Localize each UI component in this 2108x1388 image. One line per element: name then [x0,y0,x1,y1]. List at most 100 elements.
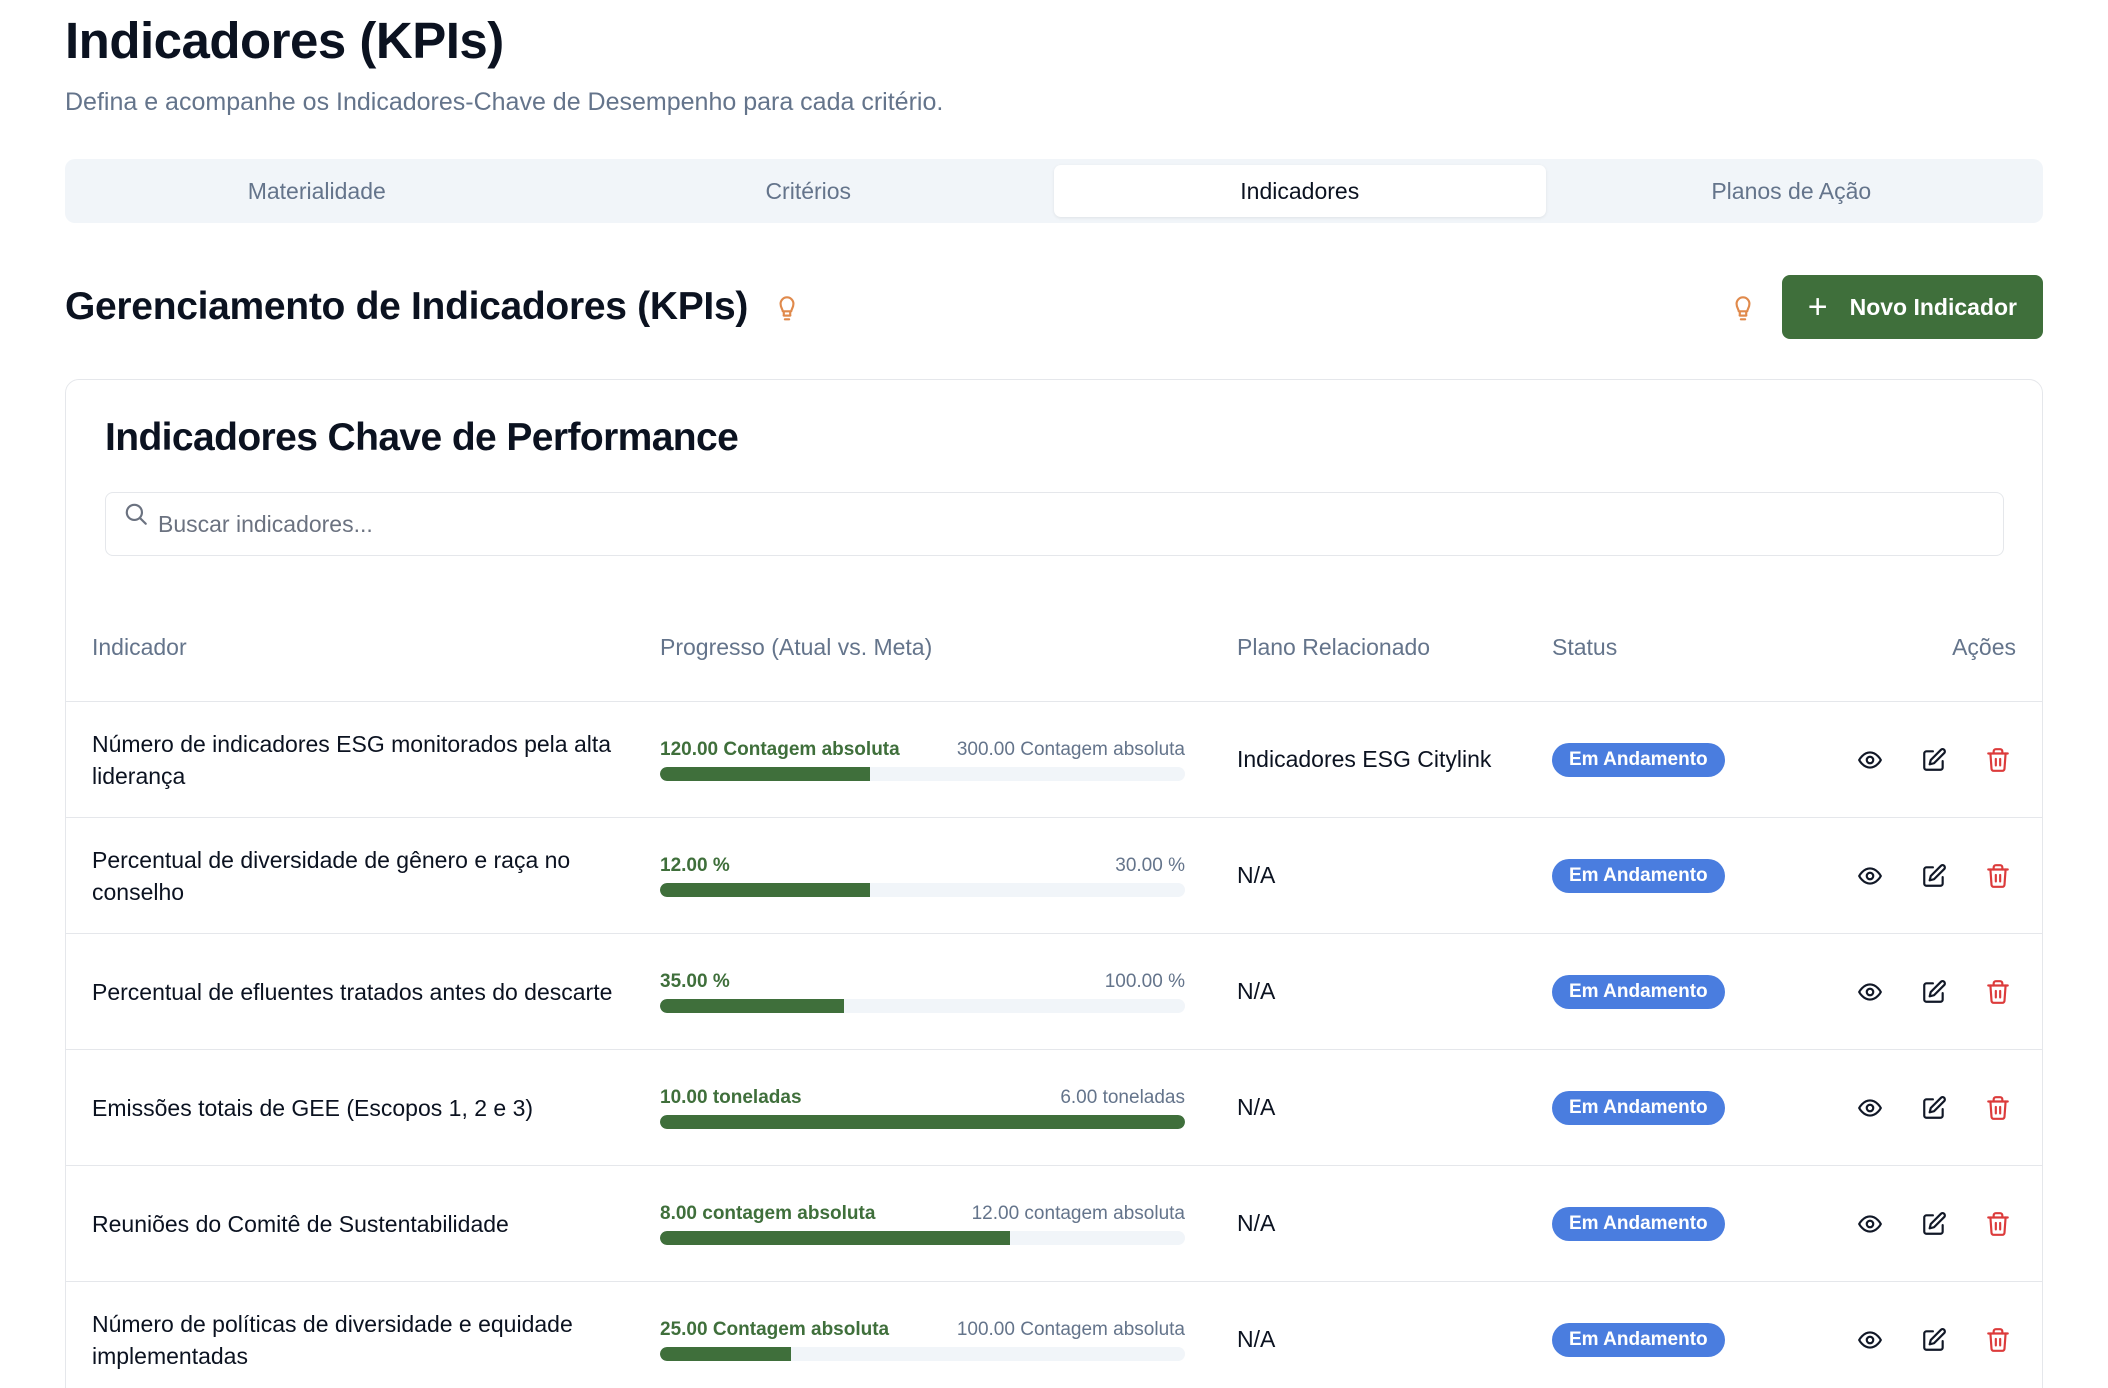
tab-materialidade[interactable]: Materialidade [247,177,386,204]
trash-icon[interactable] [1985,1211,2011,1237]
column-header-status[interactable]: Status [1552,634,1618,661]
progress-goal: 6.00 toneladas [1060,1086,1185,1108]
indicator-cell: Percentual de efluentes tratados antes d… [66,976,660,1008]
row-actions [1857,1327,2016,1353]
indicator-name[interactable]: Número de indicadores ESG monitorados pe… [92,730,612,789]
column-header-indicator[interactable]: Indicador [92,634,187,661]
progress-bar [660,882,1185,897]
progress-goal: 12.00 contagem absoluta [971,1202,1185,1224]
edit-icon[interactable] [1921,1095,1947,1121]
related-plan: N/A [1237,1094,1276,1121]
row-actions [1857,1211,2016,1237]
progress-bar-fill [660,1230,1011,1245]
plan-cell: N/A [1237,862,1552,889]
status-cell: Em Andamento [1552,1322,1772,1357]
trash-icon[interactable] [1985,747,2011,773]
progress-labels: 120.00 Contagem absoluta 300.00 Contagem… [660,739,1185,761]
trash-icon[interactable] [1985,979,2011,1005]
eye-icon[interactable] [1857,747,1883,773]
eye-icon[interactable] [1857,863,1883,889]
table-header: Indicador Progresso (Atual vs. Meta) Pla… [66,586,2042,703]
progress-cell: 12.00 % 30.00 % [660,855,1237,897]
related-plan: N/A [1237,978,1276,1005]
indicator-name[interactable]: Emissões totais de GEE (Escopos 1, 2 e 3… [92,1094,534,1121]
edit-icon[interactable] [1921,747,1947,773]
eye-icon[interactable] [1857,1095,1883,1121]
tab-criterios[interactable]: Critérios [765,177,852,204]
progress-bar-fill [660,1114,1185,1129]
progress-bar [660,998,1185,1013]
indicator-name[interactable]: Percentual de efluentes tratados antes d… [92,978,613,1005]
new-indicator-button[interactable]: + Novo Indicador [1781,275,2043,340]
table-row: Número de indicadores ESG monitorados pe… [66,702,2042,819]
progress-labels: 12.00 % 30.00 % [660,855,1185,877]
search-box [105,492,2004,557]
search-input[interactable] [106,493,2003,556]
column-header-progress[interactable]: Progresso (Atual vs. Meta) [660,634,933,661]
trash-icon[interactable] [1985,1095,2011,1121]
trash-icon[interactable] [1985,863,2011,889]
status-badge: Em Andamento [1552,858,1725,893]
row-actions [1857,979,2016,1005]
progress-current: 10.00 toneladas [660,1086,802,1108]
progress-current: 35.00 % [660,970,730,992]
progress-bar [660,766,1185,781]
column-header-plan[interactable]: Plano Relacionado [1237,634,1431,661]
indicator-name[interactable]: Reuniões do Comitê de Sustentabilidade [92,1210,509,1237]
lightbulb-icon[interactable] [1730,292,1756,322]
status-cell: Em Andamento [1552,858,1772,893]
eye-icon[interactable] [1857,979,1883,1005]
eye-icon[interactable] [1857,1211,1883,1237]
table-row: Percentual de efluentes tratados antes d… [66,934,2042,1051]
related-plan: N/A [1237,1326,1276,1353]
indicator-name[interactable]: Número de políticas de diversidade e equ… [92,1310,573,1369]
progress-cell: 35.00 % 100.00 % [660,971,1237,1013]
progress-labels: 10.00 toneladas 6.00 toneladas [660,1087,1185,1109]
related-plan: N/A [1237,862,1276,889]
edit-icon[interactable] [1921,979,1947,1005]
indicator-cell: Número de indicadores ESG monitorados pe… [66,728,660,792]
edit-icon[interactable] [1921,1327,1947,1353]
table-row: Reuniões do Comitê de Sustentabilidade 8… [66,1166,2042,1283]
progress-bar-fill [660,998,844,1013]
lightbulb-icon[interactable] [774,292,800,322]
plan-cell: N/A [1237,1326,1552,1353]
progress-labels: 25.00 Contagem absoluta 100.00 Contagem … [660,1319,1185,1341]
eye-icon[interactable] [1857,1327,1883,1353]
card-title: Indicadores Chave de Performance [105,416,739,460]
actions-cell [1772,1327,2042,1353]
plan-cell: N/A [1237,1210,1552,1237]
progress-bar [660,1346,1185,1361]
tab-planos-de-acao[interactable]: Planos de Ação [1711,177,1872,204]
plan-cell: N/A [1237,1094,1552,1121]
related-plan: Indicadores ESG Citylink [1237,746,1492,773]
tab-indicadores[interactable]: Indicadores [1054,165,1546,218]
edit-icon[interactable] [1921,863,1947,889]
column-header-actions: Ações [1952,634,2016,661]
row-actions [1857,1095,2016,1121]
indicator-name[interactable]: Percentual de diversidade de gênero e ra… [92,846,571,905]
status-badge: Em Andamento [1552,1090,1725,1125]
progress-cell: 8.00 contagem absoluta 12.00 contagem ab… [660,1203,1237,1245]
progress-bar-fill [660,766,870,781]
progress-labels: 8.00 contagem absoluta 12.00 contagem ab… [660,1203,1185,1225]
status-cell: Em Andamento [1552,1090,1772,1125]
tab-bar: Materialidade Critérios Indicadores Plan… [65,159,2043,224]
status-badge: Em Andamento [1552,1206,1725,1241]
progress-cell: 10.00 toneladas 6.00 toneladas [660,1087,1237,1129]
progress-bar [660,1114,1185,1129]
kpi-card: Indicadores Chave de Performance Indicad… [65,379,2043,1388]
edit-icon[interactable] [1921,1211,1947,1237]
row-actions [1857,747,2016,773]
progress-goal: 100.00 % [1104,970,1185,992]
indicator-cell: Emissões totais de GEE (Escopos 1, 2 e 3… [66,1092,660,1124]
trash-icon[interactable] [1985,1327,2011,1353]
section-title-group: Gerenciamento de Indicadores (KPIs) [65,285,800,329]
actions-cell [1772,747,2042,773]
status-cell: Em Andamento [1552,974,1772,1009]
section-header: Gerenciamento de Indicadores (KPIs) + No… [65,275,2043,340]
progress-bar [660,1230,1185,1245]
table-row: Número de políticas de diversidade e equ… [66,1282,2042,1388]
progress-current: 12.00 % [660,854,730,876]
progress-current: 120.00 Contagem absoluta [660,738,900,760]
